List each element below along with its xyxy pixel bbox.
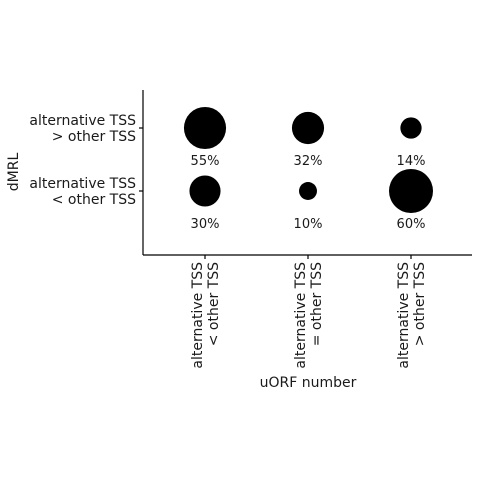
x-axis-title: uORF number: [260, 375, 357, 391]
x-tick-label-line: alternative TSS: [190, 262, 206, 369]
x-tick-label-line: alternative TSS: [293, 262, 309, 369]
x-tick-label: alternative TSS= other TSS: [293, 262, 325, 369]
bubble: [183, 106, 227, 150]
bubble: [400, 117, 422, 139]
y-tick-label-line: < other TSS: [52, 192, 136, 208]
x-ticks: alternative TSS< other TSS alternative TS…: [190, 255, 428, 369]
bubble-percent-label: 30%: [191, 217, 220, 232]
x-tick-label-line: < other TSS: [206, 262, 222, 346]
bubble: [389, 169, 433, 213]
bubble-percent-label: 32%: [294, 154, 323, 169]
data-labels: 55% 32% 14% 30% 10% 60%: [191, 154, 426, 232]
bubble: [299, 182, 317, 200]
y-tick-label-line: alternative TSS: [29, 113, 136, 129]
x-tick-label-line: = other TSS: [309, 262, 325, 346]
bubble-percent-label: 14%: [397, 154, 426, 169]
bubble: [189, 175, 221, 207]
y-tick-label-line: > other TSS: [52, 129, 136, 145]
x-tick-label: alternative TSS< other TSS: [190, 262, 222, 369]
bubbles: [183, 106, 433, 213]
bubble-percent-label: 60%: [397, 217, 426, 232]
x-tick-label-line: alternative TSS: [396, 262, 412, 369]
y-tick-label: alternative TSS > other TSS: [29, 113, 136, 145]
bubble-percent-label: 10%: [294, 217, 323, 232]
y-tick-label: alternative TSS < other TSS: [29, 176, 136, 208]
y-tick-label-line: alternative TSS: [29, 176, 136, 192]
bubble-percent-label: 55%: [191, 154, 220, 169]
bubble: [291, 111, 325, 145]
x-tick-label-line: > other TSS: [412, 262, 428, 346]
x-tick-label: alternative TSS> other TSS: [396, 262, 428, 369]
y-axis-title: dMRL: [6, 153, 22, 192]
